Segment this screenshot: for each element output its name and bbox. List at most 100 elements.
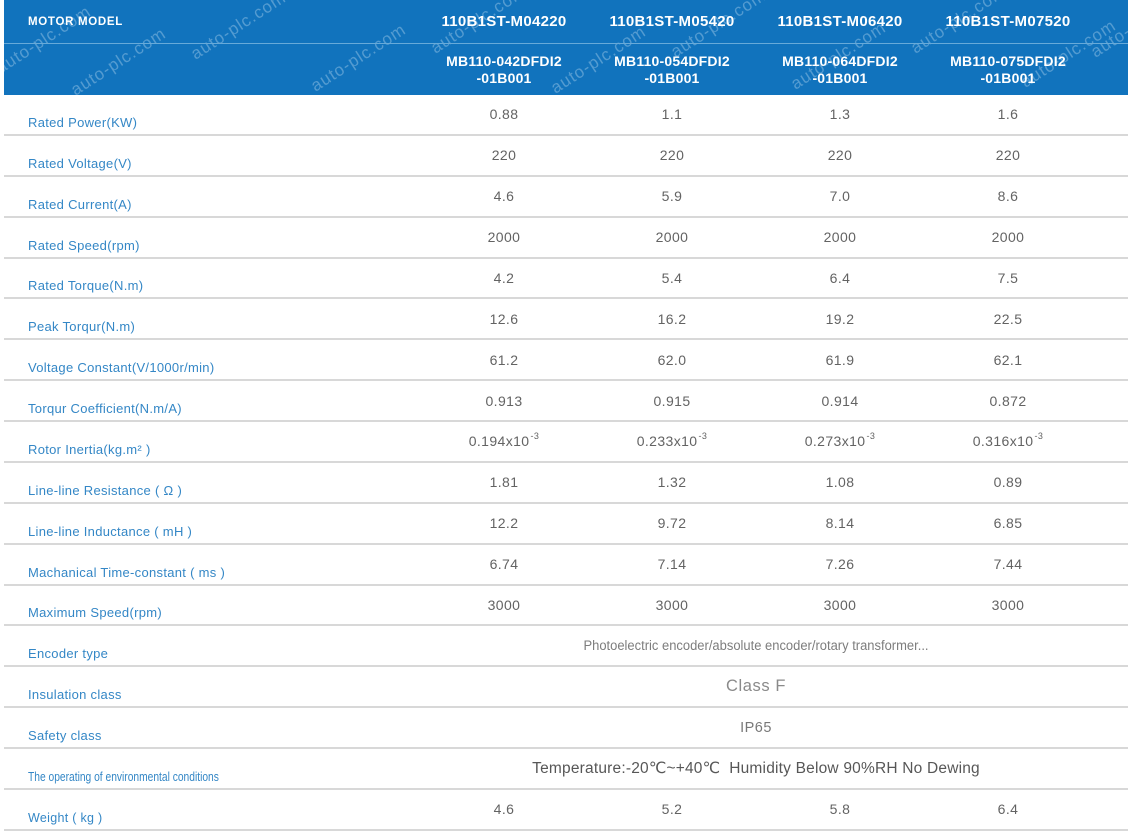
motor-model-label: MOTOR MODEL [28, 15, 124, 28]
spec-value: 220 [827, 147, 853, 164]
header-submodel-1: MB110-042DFDI2 -01B001 [420, 53, 588, 87]
table-row: The operating of environmental condition… [4, 749, 1128, 790]
row-label: Voltage Constant(V/1000r/min) [28, 360, 215, 376]
submodel-line2: -01B001 [980, 69, 1036, 86]
table-header: auto-plc.com auto-plc.com auto-plc.com auto… [4, 0, 1128, 95]
row-label: Insulation class [28, 687, 122, 703]
value-exponent: -3 [698, 431, 708, 442]
spec-value: 0.872 [989, 392, 1027, 409]
spec-value: 0.89 [993, 474, 1023, 491]
spec-value-merged: IP65 [740, 719, 772, 736]
row-label: Line-line Inductance ( mH ) [28, 523, 193, 539]
row-label: Safety class [28, 728, 102, 743]
row-label-cell: Safety class [4, 708, 420, 747]
spec-value: 220 [659, 147, 685, 164]
value-exponent: -3 [1034, 431, 1044, 442]
table-row: Torqur Coefficient(N.m/A) 0.913 0.915 0.914… [4, 381, 1128, 422]
table-row: Voltage Constant(V/1000r/min) 61.2 62.0 61.… [4, 340, 1128, 382]
submodel-line2: -01B001 [644, 69, 700, 86]
row-label: Rated Power(KW) [28, 114, 138, 130]
row-label-cell: Rated Torque(N.m) [4, 259, 420, 298]
spec-value: 8.14 [825, 515, 855, 532]
value-base: 0.273x10 [804, 433, 866, 450]
spec-value: 7.0 [829, 188, 851, 205]
spec-value: 0.273x10 -3 [756, 422, 924, 461]
table-row: Rotor Inertia(kg.m² ) 0.194x10 -3 0.233x10-… [4, 422, 1128, 463]
row-label-cell: Rated Current(A) [4, 177, 420, 216]
spec-value: 0.88 [489, 106, 519, 123]
submodel-line1: MB110-054DFDI2 [614, 52, 730, 69]
spec-value: 61.2 [489, 351, 519, 368]
row-label-cell: Encoder type [4, 626, 420, 665]
spec-value: 7.44 [993, 556, 1023, 573]
spec-value: 62.0 [657, 351, 687, 368]
spec-value: 62.1 [993, 351, 1023, 368]
spec-value-merged: Class F [725, 677, 787, 696]
row-label-cell: Peak Torqur(N.m) [4, 299, 420, 338]
spec-value: 6.74 [489, 556, 519, 573]
spec-value: 0.914 [821, 392, 859, 409]
table-row: Rated Speed(rpm) 2000 2000 2000 2000 [4, 218, 1128, 259]
spec-value: 7.5 [997, 269, 1019, 286]
spec-value: 16.2 [657, 310, 687, 327]
spec-value: 19.2 [825, 310, 855, 327]
spec-value: 3000 [823, 596, 857, 613]
row-label: Rated Speed(rpm) [28, 237, 140, 253]
submodel-line1: MB110-075DFDI2 [950, 52, 1066, 69]
header-submodel-4: MB110-075DFDI2 -01B001 [924, 53, 1092, 87]
value-base: 0.316x10 [972, 433, 1034, 450]
row-label-cell: Voltage Constant(V/1000r/min) [4, 340, 420, 379]
spec-value: 6.4 [997, 801, 1019, 818]
table-row: Machanical Time-constant ( ms ) 6.74 7.14 7… [4, 545, 1128, 586]
table-row: Line-line Resistance ( Ω ) 1.81 1.32 1.08 0.… [4, 463, 1128, 504]
spec-value: 1.32 [657, 474, 687, 491]
submodel-line2: -01B001 [476, 69, 532, 86]
spec-value: 3000 [487, 596, 521, 613]
submodel-line1: MB110-064DFDI2 [782, 52, 898, 69]
spec-value-merged: Photoelectric encoder/absolute encoder/r… [583, 638, 929, 654]
header-model-2: 110B1ST-M05420 [609, 13, 735, 30]
header-submodel-2: MB110-054DFDI2 -01B001 [588, 53, 756, 87]
spec-value: 5.9 [661, 188, 683, 205]
row-label: Torqur Coefficient(N.m/A) [28, 401, 182, 416]
spec-value: 6.4 [829, 269, 851, 286]
table-row: Line-line Inductance ( mH ) 12.2 9.72 8.14 6… [4, 504, 1128, 545]
row-label-cell: Line-line Resistance ( Ω ) [4, 463, 420, 502]
header-submodel-row: MB110-042DFDI2 -01B001 MB110-054DFDI2 -0… [4, 44, 1128, 95]
spec-value: 0.913 [485, 392, 523, 409]
spec-value: 1.3 [829, 106, 851, 123]
row-label: Rotor Inertia(kg.m² ) [28, 441, 151, 457]
spec-value: 220 [491, 147, 517, 164]
spec-value: 1.6 [997, 106, 1019, 123]
spec-value: 12.6 [489, 310, 519, 327]
table-row: Peak Torqur(N.m) 12.6 16.2 19.2 22.5 [4, 299, 1128, 341]
spec-value: 9.72 [657, 515, 687, 532]
row-label-cell: Machanical Time-constant ( ms ) [4, 545, 420, 584]
submodel-line1: MB110-042DFDI2 [446, 52, 562, 69]
spec-value: 7.14 [657, 556, 687, 573]
table-row: Maximum Speed(rpm) 3000 3000 3000 3000 [4, 586, 1128, 627]
spec-value: 2000 [655, 229, 689, 246]
header-model-row: MOTOR MODEL 110B1ST-M04220 110B1ST-M0542… [4, 0, 1128, 44]
spec-value: 3000 [991, 596, 1025, 613]
row-label-cell: Maximum Speed(rpm) [4, 586, 420, 625]
row-label: Encoder type [28, 646, 109, 662]
spec-value: 4.2 [493, 269, 515, 286]
spec-value: 4.6 [493, 801, 515, 818]
spec-value: 8.6 [997, 188, 1019, 205]
spec-value: 12.2 [489, 515, 519, 532]
row-label-cell: Weight ( kg ) [4, 790, 420, 829]
row-label: Rated Torque(N.m) [28, 278, 144, 294]
spec-value: 4.6 [493, 188, 515, 205]
table-row: Rated Torque(N.m) 4.2 5.4 6.4 7.5 [4, 259, 1128, 300]
spec-value: 3000 [655, 596, 689, 613]
row-label: Rated Voltage(V) [28, 155, 132, 171]
row-label: Weight ( kg ) [28, 810, 103, 825]
row-label-cell: Insulation class [4, 667, 420, 706]
row-label: Line-line Resistance ( Ω ) [28, 482, 183, 498]
row-label-cell: The operating of environmental condition… [4, 749, 420, 788]
value-base: 0.233x10 [636, 433, 698, 450]
row-label: Rated Current(A) [28, 196, 132, 212]
row-label-cell: Rotor Inertia(kg.m² ) [4, 422, 420, 461]
spec-value: 1.81 [489, 474, 519, 491]
